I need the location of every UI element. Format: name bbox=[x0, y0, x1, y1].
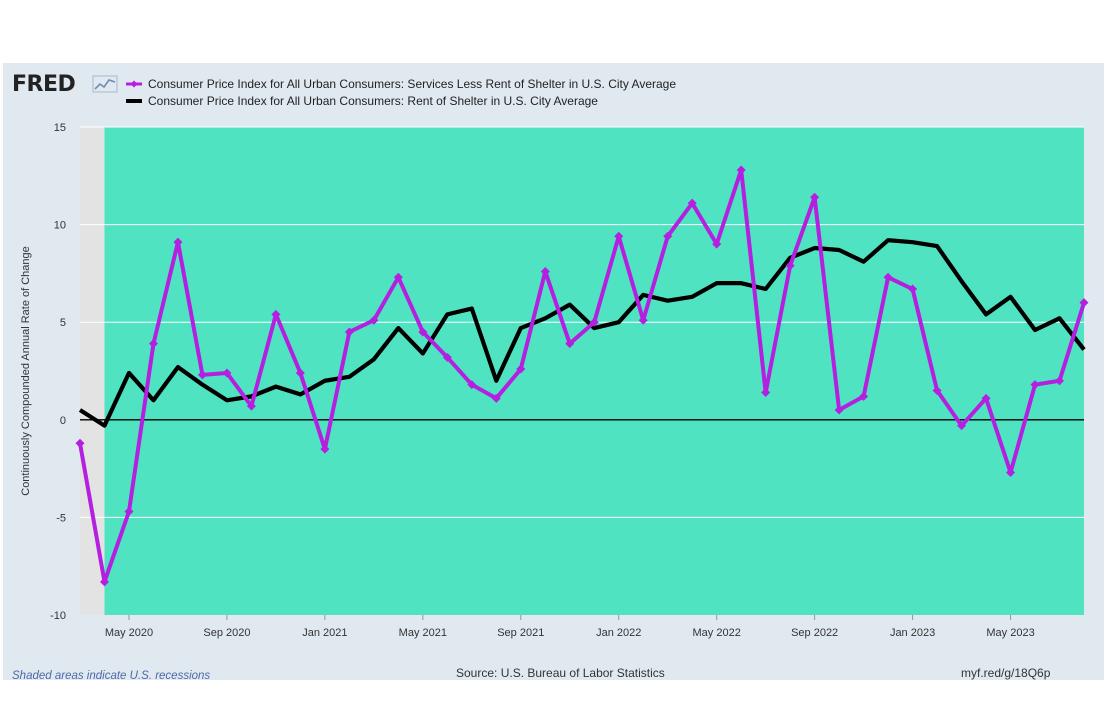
x-tick-label: Sep 2020 bbox=[203, 627, 250, 639]
data-point-services bbox=[1055, 376, 1065, 386]
x-tick-label: Jan 2022 bbox=[596, 627, 641, 639]
data-point-services bbox=[712, 239, 722, 249]
y-tick-label: 5 bbox=[60, 317, 66, 329]
data-point-services bbox=[1030, 380, 1040, 390]
data-point-services bbox=[614, 231, 624, 241]
data-point-services bbox=[369, 315, 379, 325]
data-point-services bbox=[393, 272, 403, 282]
data-point-services bbox=[1079, 298, 1089, 308]
x-tick-label: May 2023 bbox=[986, 627, 1034, 639]
data-point-services bbox=[222, 368, 232, 378]
y-tick-label: 10 bbox=[54, 220, 66, 232]
data-point-services bbox=[99, 577, 109, 587]
data-point-services bbox=[1006, 468, 1016, 478]
y-tick-label: -10 bbox=[50, 610, 66, 622]
data-point-services bbox=[516, 364, 526, 374]
data-point-services bbox=[736, 165, 746, 175]
legend-swatch-shelter bbox=[126, 99, 142, 103]
data-point-services bbox=[761, 387, 771, 397]
series-line-services bbox=[78, 167, 1086, 584]
data-point-services bbox=[589, 317, 599, 327]
data-point-services bbox=[957, 421, 967, 431]
data-point-services bbox=[883, 272, 893, 282]
recession-band bbox=[80, 127, 105, 615]
y-axis-title: Continuously Compounded Annual Rate of C… bbox=[20, 246, 32, 496]
y-tick-label: 0 bbox=[60, 415, 66, 427]
data-point-services bbox=[859, 391, 869, 401]
data-point-services bbox=[467, 380, 477, 390]
fred-logo: FRED bbox=[12, 72, 76, 97]
y-tick-label: 15 bbox=[54, 122, 66, 134]
x-tick-label: Jan 2023 bbox=[890, 627, 935, 639]
data-point-services bbox=[271, 309, 281, 319]
x-tick-label: May 2020 bbox=[105, 627, 153, 639]
data-point-services bbox=[638, 315, 648, 325]
x-tick-label: May 2021 bbox=[399, 627, 447, 639]
source-note: Source: U.S. Bureau of Labor Statistics bbox=[456, 666, 665, 680]
data-point-services bbox=[442, 352, 452, 362]
data-point-services bbox=[932, 386, 942, 396]
data-point-services bbox=[75, 438, 85, 448]
data-point-services bbox=[785, 261, 795, 271]
data-point-services bbox=[124, 507, 134, 517]
y-tick-label: -5 bbox=[56, 512, 66, 524]
short-link[interactable]: myf.red/g/18Q6p bbox=[961, 666, 1051, 680]
data-point-services bbox=[418, 327, 428, 337]
data-point-services bbox=[246, 401, 256, 411]
data-point-services bbox=[344, 327, 354, 337]
plot-area bbox=[80, 127, 1084, 615]
legend-swatch-services bbox=[126, 80, 142, 88]
x-tick-label: May 2022 bbox=[693, 627, 741, 639]
legend-item-shelter: Consumer Price Index for All Urban Consu… bbox=[125, 93, 598, 109]
data-point-services bbox=[173, 237, 183, 247]
data-point-services bbox=[687, 198, 697, 208]
data-point-services bbox=[491, 393, 501, 403]
legend-label-shelter: Consumer Price Index for All Urban Consu… bbox=[148, 94, 598, 108]
series-line-shelter bbox=[78, 238, 1086, 428]
recession-note: Shaded areas indicate U.S. recessions bbox=[12, 670, 211, 682]
x-tick-label: Sep 2022 bbox=[791, 627, 838, 639]
legend-label-services: Consumer Price Index for All Urban Consu… bbox=[148, 77, 677, 91]
data-point-services bbox=[908, 284, 918, 294]
x-tick-label: Sep 2021 bbox=[497, 627, 544, 639]
data-point-services bbox=[565, 339, 575, 349]
data-point-services bbox=[810, 192, 820, 202]
data-point-services bbox=[295, 368, 305, 378]
x-tick-label: Jan 2021 bbox=[302, 627, 347, 639]
data-point-services bbox=[834, 405, 844, 415]
data-point-services bbox=[540, 266, 550, 276]
data-point-services bbox=[197, 370, 207, 380]
legend-item-services: Consumer Price Index for All Urban Consu… bbox=[125, 76, 676, 92]
data-point-services bbox=[148, 339, 158, 349]
data-point-services bbox=[981, 393, 991, 403]
trend-line-icon bbox=[92, 75, 118, 93]
data-point-services bbox=[663, 231, 673, 241]
data-point-services bbox=[320, 444, 330, 454]
